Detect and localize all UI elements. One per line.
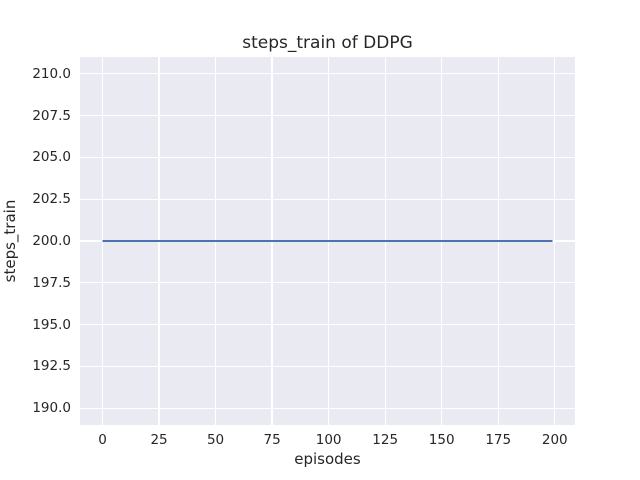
gridline-horizontal	[80, 323, 575, 326]
x-tick-label: 200	[541, 432, 568, 448]
y-tick-label: 202.5	[32, 191, 71, 208]
x-tick-label: 100	[315, 432, 342, 448]
x-tick-label: 175	[485, 432, 512, 448]
y-tick-label: 205.0	[32, 149, 71, 166]
x-tick-label: 125	[372, 432, 399, 448]
y-tick-label: 207.5	[32, 107, 71, 124]
y-axis-tick-labels: 190.0 192.5 195.0 197.5 200.0 202.5 205.0 207.5…	[0, 57, 71, 425]
x-axis-tick-labels: 0 25 50 75 100 125 150 175 200	[80, 432, 575, 450]
gridline-horizontal	[80, 198, 575, 200]
x-tick-label: 50	[206, 432, 225, 448]
gridline-horizontal	[80, 156, 575, 158]
gridline-horizontal	[80, 407, 575, 409]
plot-area	[80, 57, 575, 425]
gridline-horizontal	[80, 282, 575, 284]
y-tick-label: 192.5	[32, 358, 71, 375]
y-tick-label: 210.0	[32, 65, 71, 82]
y-tick-label: 200.0	[32, 233, 71, 249]
gridline-horizontal	[80, 73, 575, 75]
x-tick-label: 25	[150, 432, 168, 448]
chart-title: steps_train of DDPG	[242, 33, 413, 53]
y-tick-label: 190.0	[32, 400, 71, 417]
x-tick-label: 150	[428, 432, 455, 448]
data-line-layer	[102, 240, 553, 242]
x-tick-label: 0	[98, 432, 107, 448]
gridline-horizontal	[80, 365, 575, 368]
y-tick-label: 197.5	[32, 274, 71, 291]
y-tick-label: 195.0	[32, 316, 71, 333]
x-axis-label: episodes	[294, 450, 361, 468]
gridline-horizontal	[80, 114, 575, 117]
x-tick-label: 75	[263, 432, 281, 448]
